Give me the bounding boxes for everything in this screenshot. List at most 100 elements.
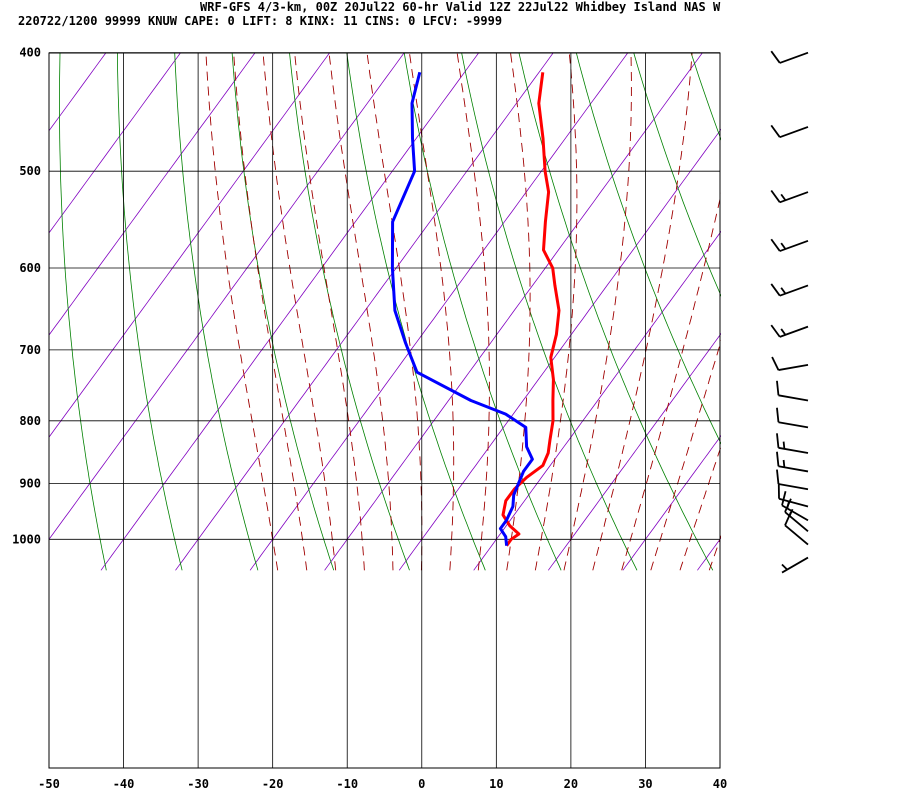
moist-adiabat-line	[262, 53, 337, 571]
axis-labels: -50 -40 -30 -20 -10 0 10 20 30 40 400 500 600 700 800 9…	[12, 46, 727, 791]
wind-barb	[770, 238, 809, 252]
wind-barb-flag	[776, 451, 780, 467]
wind-barb	[776, 380, 809, 402]
wind-barb-staff	[779, 126, 809, 139]
moist-adiabat-line	[563, 53, 632, 571]
x-tick-label: 40	[713, 777, 727, 791]
wind-barb	[784, 511, 809, 546]
y-tick-label: 400	[19, 46, 41, 60]
chart-title-line1: WRF-GFS 4/3-km, 00Z 20Jul22 60-hr Valid …	[200, 0, 721, 14]
moist-adiabat-line	[205, 53, 279, 571]
y-tick-label: 700	[19, 343, 41, 357]
moist-adiabat-line	[328, 53, 394, 571]
dry-adiabat-line	[117, 53, 183, 571]
dry-adiabat-line	[633, 53, 721, 297]
wind-barb-half-flag	[780, 242, 787, 250]
wind-barb-flag	[770, 124, 781, 138]
dry-adiabat-line	[59, 53, 107, 571]
dry-adiabat-line	[852, 26, 900, 571]
dry-adiabat-line	[231, 53, 335, 571]
isotherm-line	[772, 26, 900, 571]
wind-barb-flag	[770, 50, 781, 64]
isotherm-line	[324, 53, 703, 571]
y-tick-label: 1000	[12, 532, 41, 546]
y-tick-label: 900	[19, 476, 41, 490]
temperature-line	[501, 72, 561, 547]
chart-title-line2: 220722/1200 99999 KNUW CAPE: 0 LIFT: 8 K…	[18, 14, 502, 28]
moist-adiabat-line	[592, 53, 693, 571]
moist-adiabat-line	[739, 26, 900, 571]
wind-barb-flag	[770, 283, 781, 297]
y-tick-label: 500	[19, 164, 41, 178]
x-tick-label: -30	[187, 777, 209, 791]
dry-adiabat-line	[174, 53, 259, 571]
y-tick-label: 800	[19, 414, 41, 428]
moist-adiabat-line	[621, 192, 721, 571]
wind-barb	[781, 556, 809, 574]
dry-adiabat-line	[796, 26, 900, 571]
wind-barb	[776, 469, 809, 491]
wind-barb-flag	[784, 498, 792, 513]
plot-frame	[48, 52, 721, 769]
wind-barb	[770, 324, 809, 338]
isotherm-line	[847, 26, 900, 571]
wind-barb-staff	[784, 524, 809, 546]
isotherm-line	[49, 53, 181, 234]
isotherm-line	[49, 53, 256, 336]
wind-barb-flag	[776, 469, 780, 485]
wind-barb-staff	[778, 363, 809, 371]
isotherm-line	[49, 53, 405, 540]
moist-adiabat-line	[456, 53, 490, 571]
isotherm-line	[175, 53, 554, 571]
wind-barb-flag	[770, 238, 781, 252]
wind-barb-half-flag	[780, 287, 787, 295]
dry-adiabat-line	[403, 53, 562, 571]
wind-barb-half-flag	[782, 441, 786, 449]
x-tick-label: 20	[564, 777, 578, 791]
x-tick-label: 30	[638, 777, 652, 791]
wind-barb-flag	[776, 380, 780, 396]
wind-barb-flag	[770, 324, 781, 338]
dry-adiabat-line	[575, 53, 721, 445]
moist-adiabat-line	[506, 53, 531, 571]
moist-adiabat-line	[233, 53, 308, 571]
dewpoint-line	[390, 71, 534, 546]
isotherm-line	[49, 53, 330, 438]
isotherm-line	[100, 53, 480, 571]
isotherm-line	[398, 128, 721, 571]
sounding-traces	[390, 71, 561, 547]
x-tick-label: -20	[262, 777, 284, 791]
moist-adiabat-line	[679, 445, 721, 571]
wind-barb-staff	[781, 556, 809, 574]
wind-barb-flag	[771, 356, 780, 371]
wind-barb	[776, 451, 809, 473]
wind-barb-staff	[778, 465, 809, 473]
wind-barb	[771, 356, 809, 371]
dry-adiabat-line	[289, 53, 410, 571]
wind-barb-half-flag	[782, 459, 786, 468]
wind-barb-half-flag	[780, 328, 787, 336]
x-tick-label: 10	[489, 777, 503, 791]
grid	[48, 52, 721, 769]
wind-barb-flag	[784, 511, 792, 526]
wind-barb-flag	[776, 407, 780, 423]
moist-adiabat-line	[408, 53, 455, 571]
wind-barb-staff	[779, 191, 809, 204]
isotherm-line	[473, 230, 721, 571]
wind-barbs	[770, 50, 809, 574]
wind-barb-staff	[778, 421, 809, 429]
isotherm-line	[622, 435, 721, 571]
wind-barb-flag	[770, 189, 781, 203]
x-tick-label: 0	[418, 777, 425, 791]
isotherm-line	[249, 53, 629, 571]
wind-barb	[770, 124, 809, 139]
moist-adiabat-line	[650, 339, 721, 571]
dry-adiabat-line	[739, 26, 900, 571]
wind-barb	[770, 50, 809, 64]
isotherm-line	[697, 537, 721, 571]
moist-adiabat-line	[294, 53, 365, 571]
y-tick-label: 600	[19, 261, 41, 275]
wind-barb-staff	[778, 483, 809, 491]
wind-barb	[776, 407, 809, 429]
